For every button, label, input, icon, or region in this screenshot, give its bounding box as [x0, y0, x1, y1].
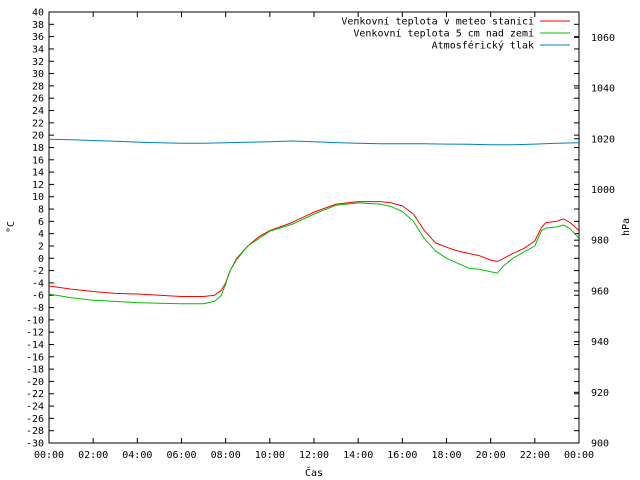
x-tick-label: 02:00	[78, 450, 108, 461]
x-tick-label: 22:00	[520, 450, 550, 461]
x-tick-label: 06:00	[166, 450, 196, 461]
x-tick-label: 00:00	[564, 450, 594, 461]
y2-tick-label: 1060	[591, 33, 615, 44]
y2-tick-label: 980	[591, 236, 609, 247]
x-tick-label: 04:00	[122, 450, 152, 461]
y2-tick-label: 940	[591, 337, 609, 348]
y-tick-label: 6	[38, 217, 44, 228]
y-axis-ticks: -30-28-26-24-22-20-18-16-14-12-10-8-6-4-…	[26, 8, 579, 450]
x-tick-label: 08:00	[211, 450, 241, 461]
y-tick-label: 12	[32, 180, 44, 191]
y-tick-label: 18	[32, 143, 44, 154]
y-tick-label: -14	[26, 340, 44, 351]
x-tick-label: 16:00	[387, 450, 417, 461]
legend-label-0: Venkovní teplota v meteo stanici	[341, 16, 534, 28]
y-tick-label: 24	[32, 106, 44, 117]
y-tick-label: 34	[32, 44, 44, 55]
series-line-2	[48, 138, 580, 146]
x-axis-title: Čas	[305, 466, 323, 479]
y-tick-label: -2	[32, 266, 44, 277]
y-tick-label: 20	[32, 131, 44, 142]
y2-tick-label: 900	[591, 439, 609, 450]
y2-axis-title: hPa	[621, 218, 632, 236]
series-lines	[48, 138, 580, 305]
y-tick-label: -12	[26, 328, 44, 339]
y-tick-label: -22	[26, 389, 44, 400]
y-tick-label: 36	[32, 32, 44, 43]
y2-tick-label: 1000	[591, 185, 615, 196]
x-axis-ticks: 00:00 02:00 04:00 06:00 08:00 10:00 12:00 14:00…	[34, 12, 594, 461]
y-tick-label: 10	[32, 192, 44, 203]
y-tick-label: -30	[26, 439, 44, 450]
x-tick-label: 18:00	[431, 450, 461, 461]
y2-tick-label: 1040	[591, 84, 615, 95]
y-tick-label: 8	[38, 205, 44, 216]
y-tick-label: -10	[26, 315, 44, 326]
y-tick-label: -16	[26, 352, 44, 363]
y-tick-label: 0	[38, 254, 44, 265]
y-tick-label: -6	[32, 291, 44, 302]
y-tick-label: -24	[26, 402, 44, 413]
legend: Venkovní teplota v meteo staniciVenkovní…	[341, 16, 570, 52]
x-tick-label: 10:00	[255, 450, 285, 461]
y-tick-label: -26	[26, 414, 44, 425]
y-tick-label: -18	[26, 365, 44, 376]
y2-tick-label: 960	[591, 286, 609, 297]
y2-axis-ticks: 900 920 940 960 980 1000 1020 1040 1060	[574, 33, 615, 450]
x-tick-label: 00:00	[34, 450, 64, 461]
y-tick-label: 16	[32, 155, 44, 166]
legend-label-1: Venkovní teplota 5 cm nad zemí	[353, 28, 534, 40]
y-tick-label: 30	[32, 69, 44, 80]
y-tick-label: 28	[32, 81, 44, 92]
y-tick-label: -4	[32, 278, 44, 289]
y-tick-label: 32	[32, 57, 44, 68]
y-tick-label: 38	[32, 20, 44, 31]
x-tick-label: 20:00	[476, 450, 506, 461]
y-tick-label: -20	[26, 377, 44, 388]
x-tick-label: 12:00	[299, 450, 329, 461]
y-tick-label: 26	[32, 94, 44, 105]
y2-tick-label: 1020	[591, 134, 615, 145]
legend-label-2: Atmosférický tlak	[432, 40, 534, 52]
y-tick-label: 4	[38, 229, 44, 240]
series-line-1	[48, 202, 580, 305]
y2-tick-label: 920	[591, 388, 609, 399]
y-tick-label: 14	[32, 168, 44, 179]
y-tick-label: -8	[32, 303, 44, 314]
plot-frame	[48, 11, 580, 444]
x-tick-label: 14:00	[343, 450, 373, 461]
y-tick-label: -28	[26, 426, 44, 437]
y-axis-title: °C	[6, 221, 17, 233]
y-tick-label: 22	[32, 118, 44, 129]
series-line-0	[48, 201, 580, 297]
y-tick-label: 40	[32, 8, 44, 19]
y-tick-label: 2	[38, 241, 44, 252]
